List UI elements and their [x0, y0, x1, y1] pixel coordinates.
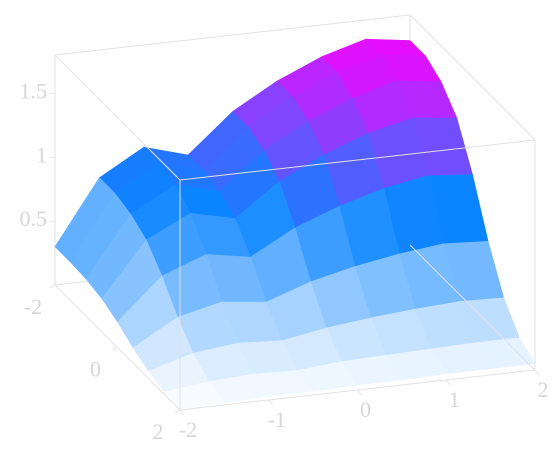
axes-box-front: [54, 14, 536, 411]
x-tick: [179, 409, 185, 416]
box-edge: [409, 14, 536, 141]
x-tick: [357, 389, 362, 396]
z-tick-label: 1: [36, 142, 47, 167]
x-tick: [268, 399, 274, 406]
x-tick-label: -2: [179, 417, 197, 442]
y-tick-label: 0: [90, 357, 101, 382]
x-tick-label: -1: [268, 407, 286, 432]
x-tick-label: 2: [538, 377, 549, 402]
box-edge: [179, 139, 536, 181]
box-edge: [409, 244, 536, 371]
y-tick-label: -2: [24, 294, 42, 319]
y-tick: [112, 347, 118, 351]
x-tick-label: 0: [360, 397, 371, 422]
x-tick: [445, 379, 451, 386]
y-tick: [49, 284, 56, 289]
surface: [54, 38, 536, 410]
z-tick-label: 0.5: [20, 206, 48, 231]
y-tick: [174, 409, 181, 414]
y-tick-label: 2: [153, 419, 164, 444]
box-edge: [54, 54, 181, 181]
tick-labels: -2 -1 0 1 2 -2 0 2 0.5 1 1.5: [20, 78, 549, 444]
z-tick-label: 1.5: [20, 78, 48, 103]
surface-patch: [163, 381, 225, 410]
box-edge: [54, 14, 411, 56]
x-tick: [534, 369, 540, 376]
x-tick-label: 1: [449, 387, 460, 412]
